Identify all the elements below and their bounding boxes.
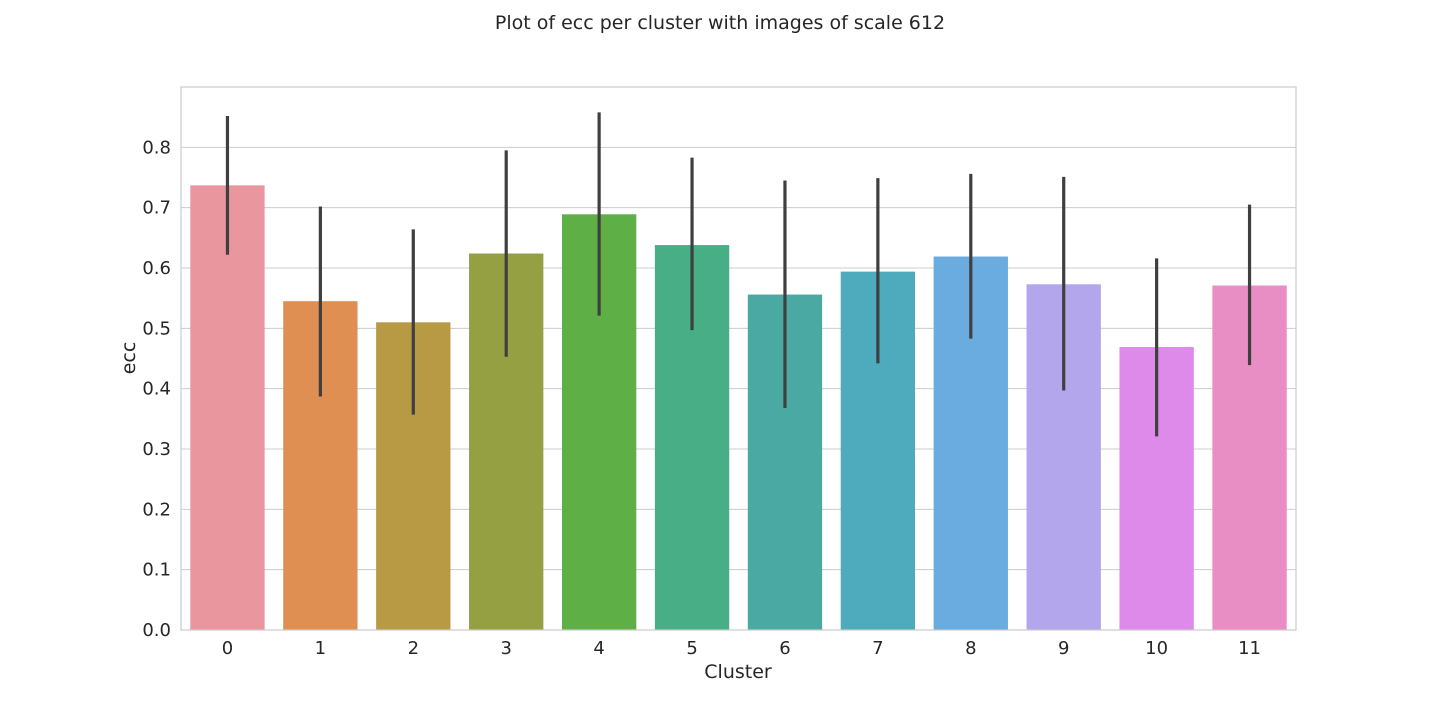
x-axis-label: Cluster — [704, 661, 772, 683]
x-tick-label: 6 — [779, 638, 790, 659]
y-tick-label: 0.7 — [142, 198, 171, 219]
x-tick-label: 0 — [222, 638, 233, 659]
y-axis-ticks: 0.0 0.1 0.2 0.3 0.4 0.5 0.6 0.7 0.8 — [142, 137, 171, 641]
x-tick-label: 4 — [593, 638, 604, 659]
x-tick-label: 5 — [686, 638, 697, 659]
x-tick-label: 3 — [500, 638, 511, 659]
y-tick-label: 0.8 — [142, 137, 171, 158]
y-axis-label: ecc — [118, 342, 140, 375]
x-tick-label: 10 — [1145, 638, 1168, 659]
x-tick-label: 8 — [965, 638, 976, 659]
plot-area — [181, 87, 1296, 630]
gridlines — [181, 146, 1296, 571]
x-tick-label: 2 — [408, 638, 419, 659]
y-tick-label: 0.5 — [142, 318, 171, 339]
plot-frame — [180, 86, 1297, 631]
error-bars — [225, 112, 1252, 437]
y-tick-label: 0.6 — [142, 258, 171, 279]
bars — [190, 185, 1287, 631]
y-tick-label: 0.0 — [142, 620, 171, 641]
x-tick-label: 7 — [872, 638, 883, 659]
y-tick-label: 0.4 — [142, 379, 171, 400]
y-tick-label: 0.1 — [142, 560, 171, 581]
y-tick-label: 0.3 — [142, 439, 171, 460]
chart-title: Plot of ecc per cluster with images of s… — [495, 12, 945, 34]
x-axis-ticks: 0 1 2 3 4 5 6 7 8 9 10 11 — [222, 638, 1261, 659]
y-tick-label: 0.2 — [142, 499, 171, 520]
bar-cluster-0 — [190, 185, 265, 631]
x-tick-label: 11 — [1238, 638, 1261, 659]
x-tick-label: 9 — [1058, 638, 1069, 659]
x-tick-label: 1 — [315, 638, 326, 659]
